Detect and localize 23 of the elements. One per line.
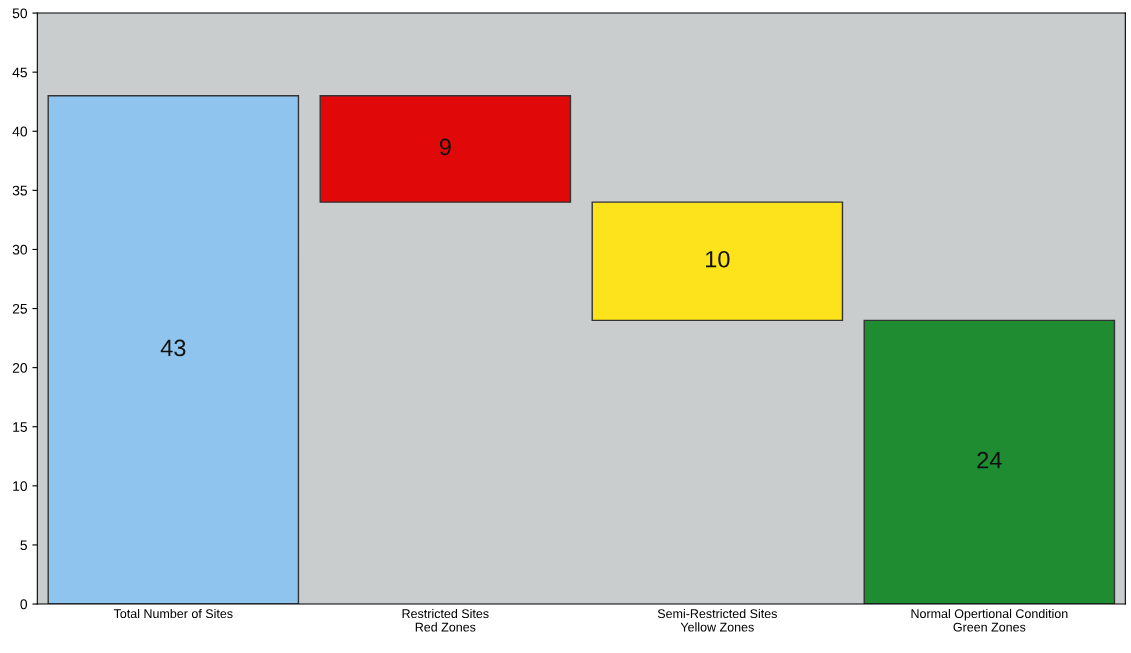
bar xyxy=(863,319,1116,605)
y-tick-label: 40 xyxy=(12,126,28,137)
y-tick-label: 20 xyxy=(12,362,28,373)
y-tick-label: 0 xyxy=(20,599,28,610)
data-label: 43 xyxy=(160,339,186,357)
x-tick-label: Restricted Sites Red Zones xyxy=(402,608,489,632)
data-label: 10 xyxy=(706,250,730,268)
bar xyxy=(591,201,844,322)
y-tick-label: 35 xyxy=(12,185,28,196)
y-tick-label: 45 xyxy=(12,67,28,78)
x-tick-label: Semi-Restricted Sites Yellow Zones xyxy=(657,608,777,632)
data-label: 24 xyxy=(977,451,1002,469)
y-tick-label: 50 xyxy=(12,8,28,19)
x-tick-label: Total Number of Sites xyxy=(113,608,233,619)
y-tick-label: 30 xyxy=(12,244,28,255)
bar xyxy=(47,95,300,605)
bar xyxy=(319,95,572,203)
y-tick-label: 5 xyxy=(20,540,28,551)
y-tick-label: 15 xyxy=(13,422,28,432)
y-tick-label: 10 xyxy=(13,481,28,491)
data-label: 9 xyxy=(439,138,451,156)
x-tick-label: Normal Opertional Condition Green Zones xyxy=(911,608,1068,632)
y-tick-label: 25 xyxy=(12,303,28,314)
